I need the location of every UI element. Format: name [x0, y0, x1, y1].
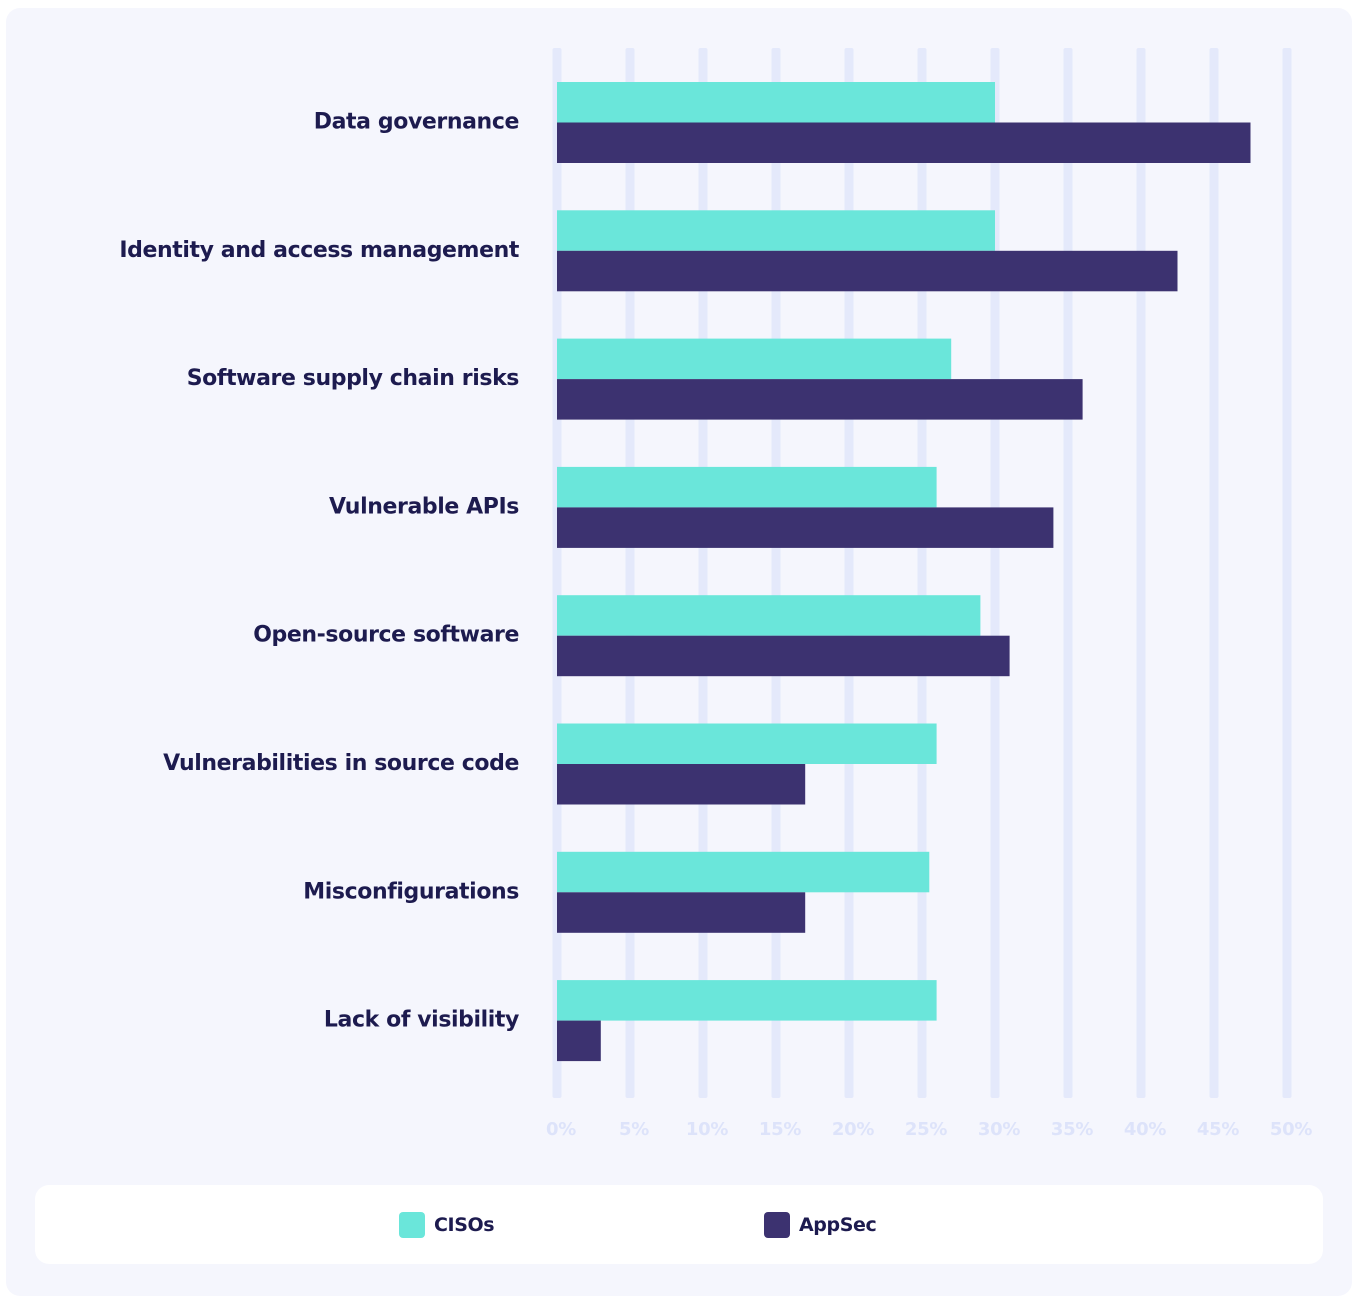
x-tick-label-40: 40% — [1124, 1119, 1166, 1140]
x-tick-label-45: 45% — [1197, 1119, 1239, 1140]
x-tick-label-30: 30% — [978, 1119, 1020, 1140]
bar-appsec-7 — [557, 1020, 601, 1062]
gridline-30 — [990, 48, 1000, 1098]
legend-item-appsec: AppSec — [764, 1211, 877, 1239]
category-labels: Data governance Identity and access manag… — [119, 110, 520, 1033]
bar-cisos-6 — [557, 851, 930, 893]
gridline-40 — [1136, 48, 1146, 1098]
bar-appsec-5 — [557, 764, 806, 805]
bars — [557, 82, 1251, 1062]
gridline-0 — [552, 48, 562, 1098]
legend-item-cisos: CISOs — [399, 1211, 495, 1239]
legend-swatch-cisos — [399, 1212, 425, 1238]
gridline-5 — [625, 48, 635, 1098]
category-label-3: Vulnerable APIs — [329, 494, 519, 519]
bar-cisos-4 — [557, 595, 981, 636]
bar-cisos-7 — [557, 980, 937, 1021]
bar-appsec-1 — [557, 250, 1178, 292]
gridline-15 — [771, 48, 781, 1098]
legend-label-appsec: AppSec — [799, 1214, 877, 1236]
x-tick-label-20: 20% — [832, 1119, 874, 1140]
bar-appsec-6 — [557, 892, 806, 933]
bar-appsec-2 — [557, 379, 1083, 420]
gridline-10 — [698, 48, 708, 1098]
bar-cisos-5 — [557, 723, 937, 764]
category-label-0: Data governance — [314, 110, 519, 135]
category-label-7: Lack of visibility — [324, 1008, 519, 1033]
bar-appsec-3 — [557, 507, 1054, 548]
category-label-2: Software supply chain risks — [187, 366, 520, 391]
category-label-1: Identity and access management — [119, 238, 520, 263]
bar-cisos-1 — [557, 210, 995, 251]
bar-appsec-4 — [557, 635, 1010, 677]
x-tick-label-5: 5% — [619, 1119, 649, 1140]
category-label-5: Vulnerabilities in source code — [163, 751, 519, 776]
x-axis-tick-labels: 0% 5% 10% 15% 20% 25% 30% 35% 40% 45% 50% — [546, 1119, 1313, 1140]
gridline-50 — [1282, 48, 1292, 1098]
gridline-20 — [844, 48, 854, 1098]
gridline-25 — [917, 48, 927, 1098]
gridline-35 — [1063, 48, 1073, 1098]
bar-appsec-0 — [557, 122, 1251, 163]
x-tick-label-15: 15% — [759, 1119, 801, 1140]
bar-cisos-2 — [557, 338, 952, 380]
x-tick-label-50: 50% — [1270, 1119, 1312, 1140]
x-tick-label-25: 25% — [905, 1119, 947, 1140]
gridline-45 — [1209, 48, 1219, 1098]
x-tick-label-0: 0% — [546, 1119, 576, 1140]
x-tick-label-10: 10% — [686, 1119, 728, 1140]
bar-cisos-3 — [557, 466, 937, 508]
category-label-6: Misconfigurations — [303, 879, 519, 904]
category-label-4: Open-source software — [253, 623, 519, 648]
legend-swatch-appsec — [764, 1212, 790, 1238]
x-tick-label-35: 35% — [1051, 1119, 1093, 1140]
legend-label-cisos: CISOs — [434, 1214, 495, 1236]
gridlines — [552, 48, 1292, 1098]
bar-cisos-0 — [557, 82, 995, 123]
legend: CISOs AppSec — [35, 1185, 1323, 1264]
